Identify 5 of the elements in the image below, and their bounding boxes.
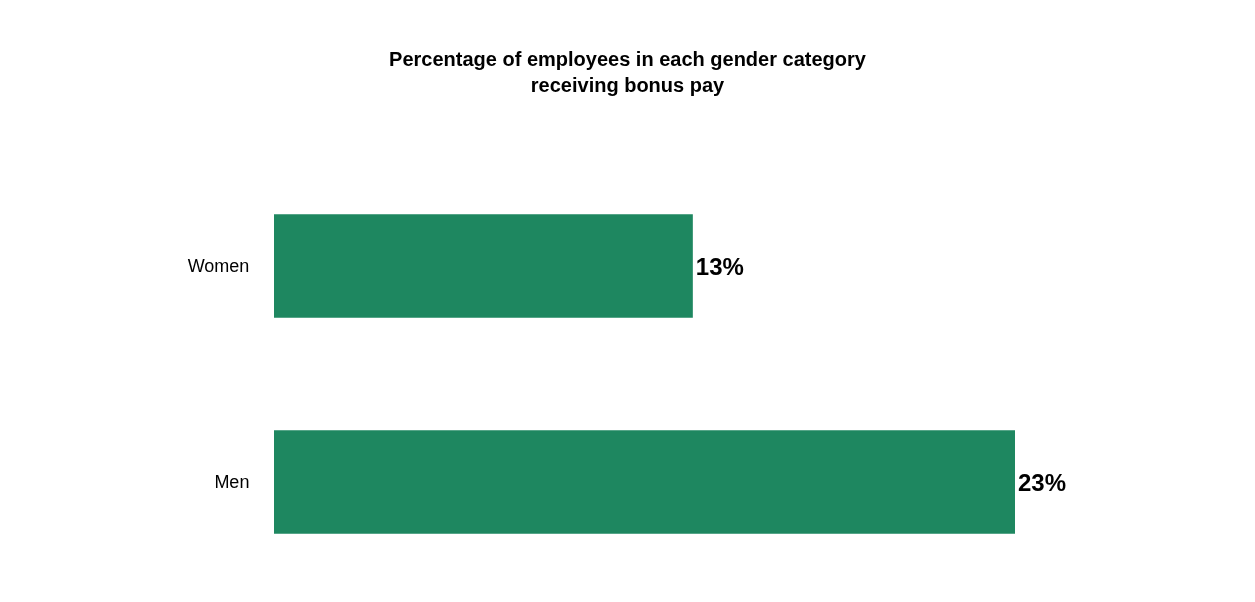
y-tick-label: Men [214,472,250,493]
data-label: 13% [695,252,744,280]
chart-title: Percentage of employees in each gender category receiving bonus pay [389,48,867,97]
y-tick-label: Women [187,256,250,277]
data-label: 23% [1018,468,1067,496]
